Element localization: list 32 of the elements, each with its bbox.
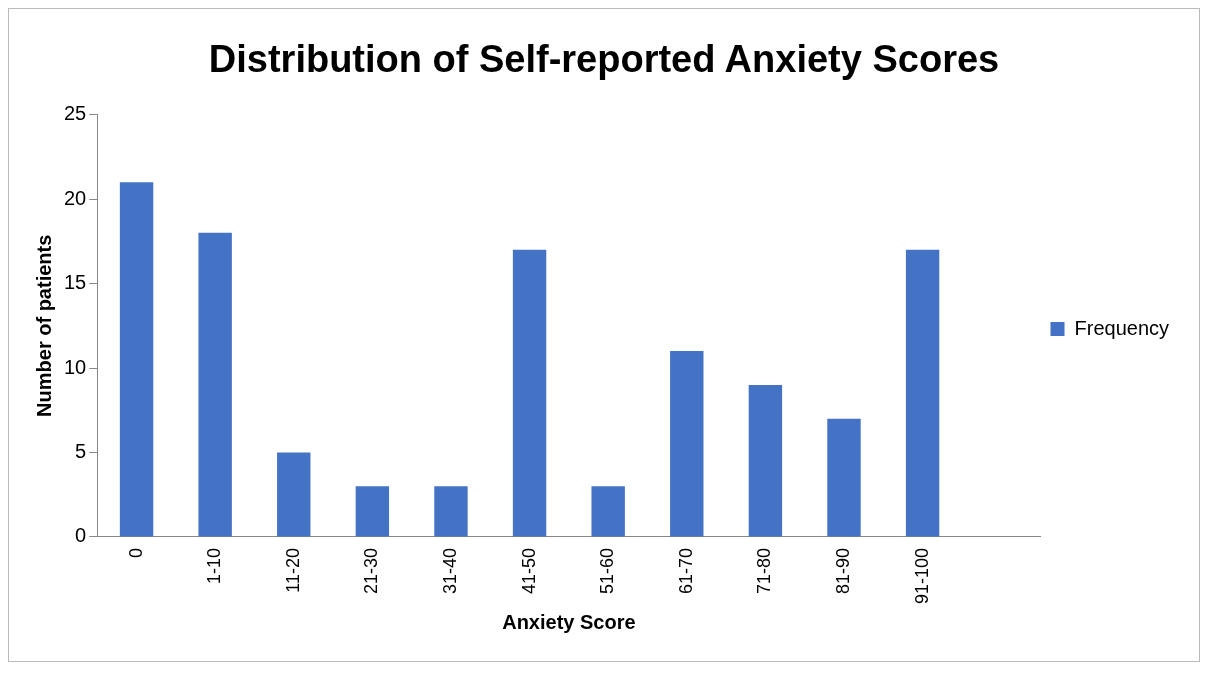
x-tick-label: 0: [125, 547, 146, 558]
bar: [670, 351, 704, 537]
x-tick-label: 1-10: [204, 547, 225, 584]
x-tick-label: 11-20: [282, 547, 303, 593]
bar: [905, 249, 940, 537]
x-tick-label: 91-100: [911, 547, 932, 605]
y-tick-label: 15: [64, 271, 87, 294]
x-tick-label: 51-60: [597, 547, 618, 594]
y-tick-label: 20: [64, 186, 87, 209]
bar: [198, 232, 232, 537]
chart-title: Distribution of Self-reported Anxiety Scores: [208, 38, 1000, 81]
bar: [591, 486, 625, 537]
x-tick-label: 41-50: [518, 547, 539, 594]
x-tick-label: 31-40: [439, 547, 460, 594]
bar: [277, 452, 311, 537]
x-tick-label: 71-80: [754, 547, 775, 594]
x-axis-title: Anxiety Score: [502, 610, 636, 633]
x-tick-label: 81-90: [832, 547, 853, 594]
bar: [512, 249, 547, 537]
y-tick-label: 0: [75, 524, 87, 547]
y-tick-label: 10: [64, 355, 87, 378]
x-tick-label: 21-30: [361, 547, 382, 594]
x-tick-label: 61-70: [675, 547, 696, 594]
bar: [434, 486, 468, 537]
bar: [748, 384, 783, 537]
y-axis-title: Number of patients: [32, 234, 55, 417]
bar: [119, 182, 154, 537]
y-tick-label: 5: [75, 440, 87, 462]
bar: [355, 486, 390, 537]
legend-label: Frequency: [1074, 316, 1170, 339]
y-tick-label: 25: [64, 102, 87, 125]
bar: [827, 418, 861, 537]
